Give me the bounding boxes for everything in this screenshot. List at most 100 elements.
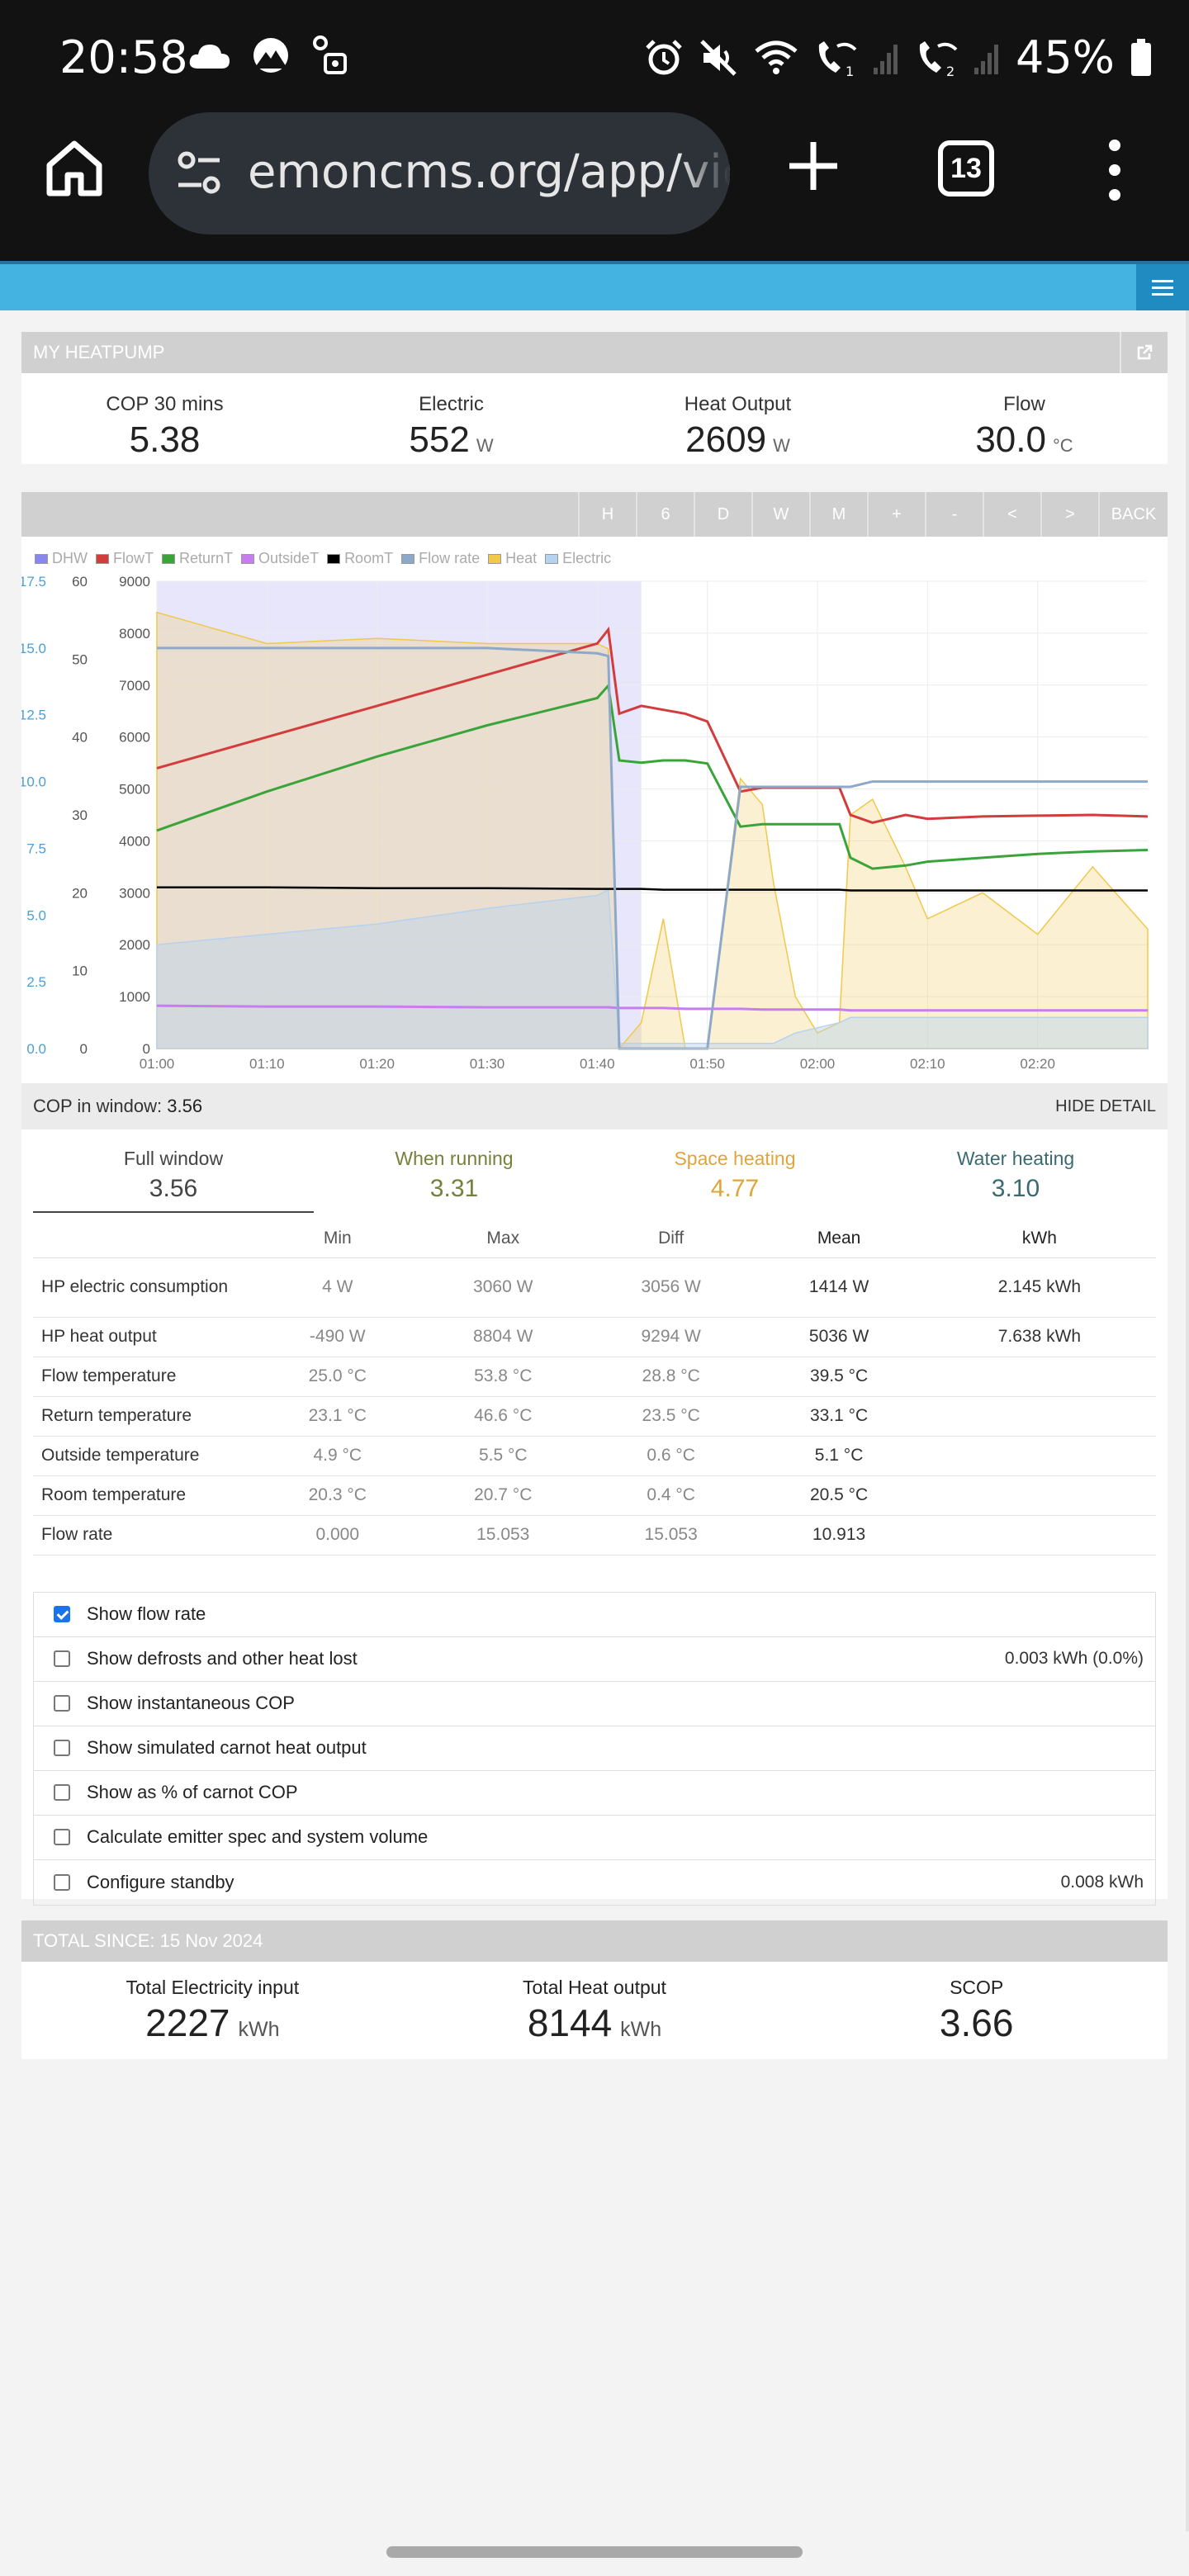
checkbox[interactable]	[54, 1650, 70, 1667]
options-list: Show flow rate Show defrosts and other h…	[33, 1591, 1156, 1906]
alarm-icon	[646, 39, 682, 74]
option-show-flow-rate[interactable]: Show flow rate	[34, 1593, 1155, 1637]
y-tick-label: 20	[72, 885, 88, 901]
legend-item[interactable]: OutsideT	[241, 550, 319, 567]
legend-swatch	[35, 553, 48, 564]
stat-number: 30.0	[975, 419, 1046, 460]
cell-min: 4.9 °C	[256, 1436, 419, 1476]
stat-unit: W	[773, 435, 790, 456]
zoom-in-button[interactable]: +	[867, 492, 925, 537]
option-label: Show simulated carnot heat output	[87, 1737, 367, 1758]
chart-toolbar: H 6 D W M + - < > BACK	[21, 492, 1168, 537]
hamburger-menu-icon[interactable]	[1136, 264, 1189, 310]
legend-label: RoomT	[344, 550, 394, 566]
cell-min: 23.1 °C	[256, 1396, 419, 1437]
total-unit: kWh	[620, 2018, 662, 2041]
y-tick-label: 6000	[119, 730, 150, 746]
browser-toolbar: emoncms.org/app/view 13	[0, 112, 1189, 261]
site-settings-icon[interactable]	[175, 149, 225, 198]
range-6h-button[interactable]: 6	[636, 492, 694, 537]
legend-swatch	[241, 553, 255, 564]
pan-right-button[interactable]: >	[1040, 492, 1098, 537]
table-header: Diff	[586, 1219, 756, 1258]
external-link-icon[interactable]	[1120, 332, 1168, 373]
y-tick-label: 10.0	[21, 774, 46, 790]
tab-switcher-button[interactable]: 13	[938, 140, 994, 197]
new-tab-icon[interactable]	[784, 137, 842, 195]
total-value: 3.66	[785, 2001, 1168, 2045]
address-bar[interactable]: emoncms.org/app/view	[149, 112, 730, 234]
legend-item[interactable]: ReturnT	[162, 550, 233, 567]
checkbox[interactable]	[54, 1740, 70, 1756]
y-tick-label: 2.5	[26, 974, 46, 990]
tab-label: Full window	[123, 1148, 224, 1169]
checkbox[interactable]	[54, 1784, 70, 1801]
total-heat: Total Heat output 8144 kWh	[404, 1962, 786, 2045]
series-line-flow-rate	[157, 646, 1148, 1050]
stat-label: Electric	[419, 393, 484, 415]
cell-max: 46.6 °C	[419, 1396, 587, 1437]
y-tick-label: 40	[72, 730, 88, 746]
zoom-out-button[interactable]: -	[925, 492, 983, 537]
tab-value: 3.31	[429, 1175, 479, 1202]
cell-diff: 3056 W	[586, 1257, 756, 1318]
checkbox[interactable]	[54, 1606, 70, 1622]
pan-left-button[interactable]: <	[983, 492, 1040, 537]
cell-min: 4 W	[256, 1257, 419, 1318]
checkbox[interactable]	[54, 1829, 70, 1845]
legend-item[interactable]: FlowT	[96, 550, 154, 567]
legend-label: DHW	[52, 550, 88, 566]
option-configure-standby[interactable]: Configure standby 0.008 kWh	[34, 1860, 1155, 1905]
svg-text:1: 1	[846, 64, 854, 78]
option-label: Configure standby	[87, 1871, 234, 1892]
cell-diff: 23.5 °C	[586, 1396, 756, 1437]
legend-item[interactable]: Heat	[488, 550, 537, 567]
tab-when-running[interactable]: When running 3.31	[314, 1138, 594, 1213]
y-tick-label: 1000	[119, 989, 150, 1005]
option-show-defrosts[interactable]: Show defrosts and other heat lost 0.003 …	[34, 1637, 1155, 1682]
stat-unit: °C	[1052, 435, 1073, 456]
more-menu-icon[interactable]	[1098, 137, 1131, 203]
checkbox[interactable]	[54, 1873, 70, 1891]
legend-item[interactable]: DHW	[35, 550, 88, 567]
legend-item[interactable]: RoomT	[327, 550, 393, 567]
legend-label: OutsideT	[258, 550, 320, 566]
tab-water-heating[interactable]: Water heating 3.10	[875, 1138, 1156, 1213]
legend-item[interactable]: Flow rate	[401, 550, 480, 567]
cell-kwh	[922, 1357, 1156, 1397]
total-scop: SCOP 3.66	[785, 1962, 1168, 2045]
stat-electric: Electric 552 W	[308, 373, 594, 464]
tab-value: 4.77	[710, 1175, 760, 1202]
cop-window-value: 3.56	[167, 1096, 203, 1116]
gesture-home-bar[interactable]	[386, 2546, 803, 2558]
table-header-row: Min Max Diff Mean kWh	[33, 1219, 1156, 1258]
option-instantaneous-cop[interactable]: Show instantaneous COP	[34, 1682, 1155, 1726]
legend-item[interactable]: Electric	[545, 550, 611, 567]
range-month-button[interactable]: M	[809, 492, 867, 537]
heatpump-chart[interactable]: 01:00 01:10 01:20 01:30 01:40 01:50 02:00 02:10…	[21, 566, 1168, 1083]
stat-cop: COP 30 mins 5.38	[21, 373, 308, 464]
range-day-button[interactable]: D	[694, 492, 751, 537]
stat-heat-output: Heat Output 2609 W	[594, 373, 881, 464]
option-emitter-spec[interactable]: Calculate emitter spec and system volume	[34, 1816, 1155, 1860]
option-carnot-percent[interactable]: Show as % of carnot COP	[34, 1771, 1155, 1816]
option-carnot-heat[interactable]: Show simulated carnot heat output	[34, 1726, 1155, 1771]
range-week-button[interactable]: W	[751, 492, 809, 537]
row-label: Outside temperature	[33, 1436, 256, 1476]
legend-label: Flow rate	[419, 550, 481, 566]
total-unit: kWh	[238, 2018, 280, 2041]
range-hour-button[interactable]: H	[578, 492, 636, 537]
checkbox[interactable]	[54, 1695, 70, 1712]
stat-number: 5.38	[129, 419, 201, 460]
tab-space-heating[interactable]: Space heating 4.77	[594, 1138, 875, 1213]
total-label: Total Electricity input	[126, 1977, 300, 1998]
wifi-calling-1-icon: 1	[818, 40, 857, 78]
tab-full-window[interactable]: Full window 3.56	[33, 1138, 314, 1213]
row-label: HP heat output	[33, 1317, 256, 1357]
table-header: Min	[256, 1219, 419, 1258]
series-area-electric	[156, 888, 1149, 1049]
back-button[interactable]: BACK	[1098, 492, 1168, 537]
hide-detail-button[interactable]: HIDE DETAIL	[1055, 1097, 1156, 1115]
cell-max: 3060 W	[419, 1257, 587, 1318]
home-icon[interactable]	[43, 137, 106, 200]
